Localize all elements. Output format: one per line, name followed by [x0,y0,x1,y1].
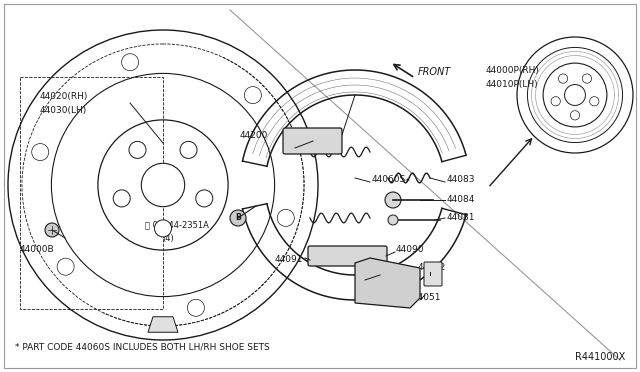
Text: 44000P(RH): 44000P(RH) [486,65,540,74]
Circle shape [388,215,398,225]
Circle shape [154,220,172,237]
Circle shape [113,190,131,207]
Circle shape [57,258,74,275]
Circle shape [122,54,139,71]
Text: 44091: 44091 [275,256,303,264]
Text: FRONT: FRONT [418,67,451,77]
Text: 44030(LH): 44030(LH) [40,106,87,115]
Text: 44042: 44042 [418,263,446,273]
Circle shape [589,97,599,106]
Text: R441000X: R441000X [575,352,625,362]
Text: 44090: 44090 [396,246,424,254]
Bar [20,77,163,309]
Text: 44084: 44084 [447,196,476,205]
Text: 44083: 44083 [447,176,476,185]
FancyBboxPatch shape [308,246,387,266]
Circle shape [551,97,561,106]
Circle shape [196,190,213,207]
FancyBboxPatch shape [283,128,342,154]
Text: 44020(RH): 44020(RH) [40,93,88,102]
Circle shape [45,223,59,237]
Wedge shape [0,38,163,333]
Polygon shape [148,317,178,332]
Text: 44180: 44180 [382,269,410,278]
Circle shape [180,141,197,158]
Circle shape [188,299,204,316]
Circle shape [570,110,580,120]
Text: B: B [235,214,241,222]
Text: * PART CODE 44060S INCLUDES BOTH LH/RH SHOE SETS: * PART CODE 44060S INCLUDES BOTH LH/RH S… [15,343,269,352]
Circle shape [230,210,246,226]
Circle shape [559,74,568,83]
Polygon shape [355,258,420,308]
Text: 44010P(LH): 44010P(LH) [486,80,539,89]
Text: 44051: 44051 [413,294,442,302]
Text: Ⓑ 08044-2351A: Ⓑ 08044-2351A [145,221,209,230]
Circle shape [582,74,591,83]
Circle shape [385,192,401,208]
Circle shape [277,209,294,227]
Text: 44000B: 44000B [20,246,54,254]
Circle shape [129,141,146,158]
Text: 44200: 44200 [240,131,268,140]
Text: (4): (4) [162,234,173,244]
FancyBboxPatch shape [424,262,442,286]
Circle shape [564,84,586,105]
Circle shape [244,87,261,104]
Text: 44060S⁎: 44060S⁎ [372,176,411,185]
Text: 44081: 44081 [447,214,476,222]
Circle shape [141,163,185,207]
Circle shape [32,144,49,161]
